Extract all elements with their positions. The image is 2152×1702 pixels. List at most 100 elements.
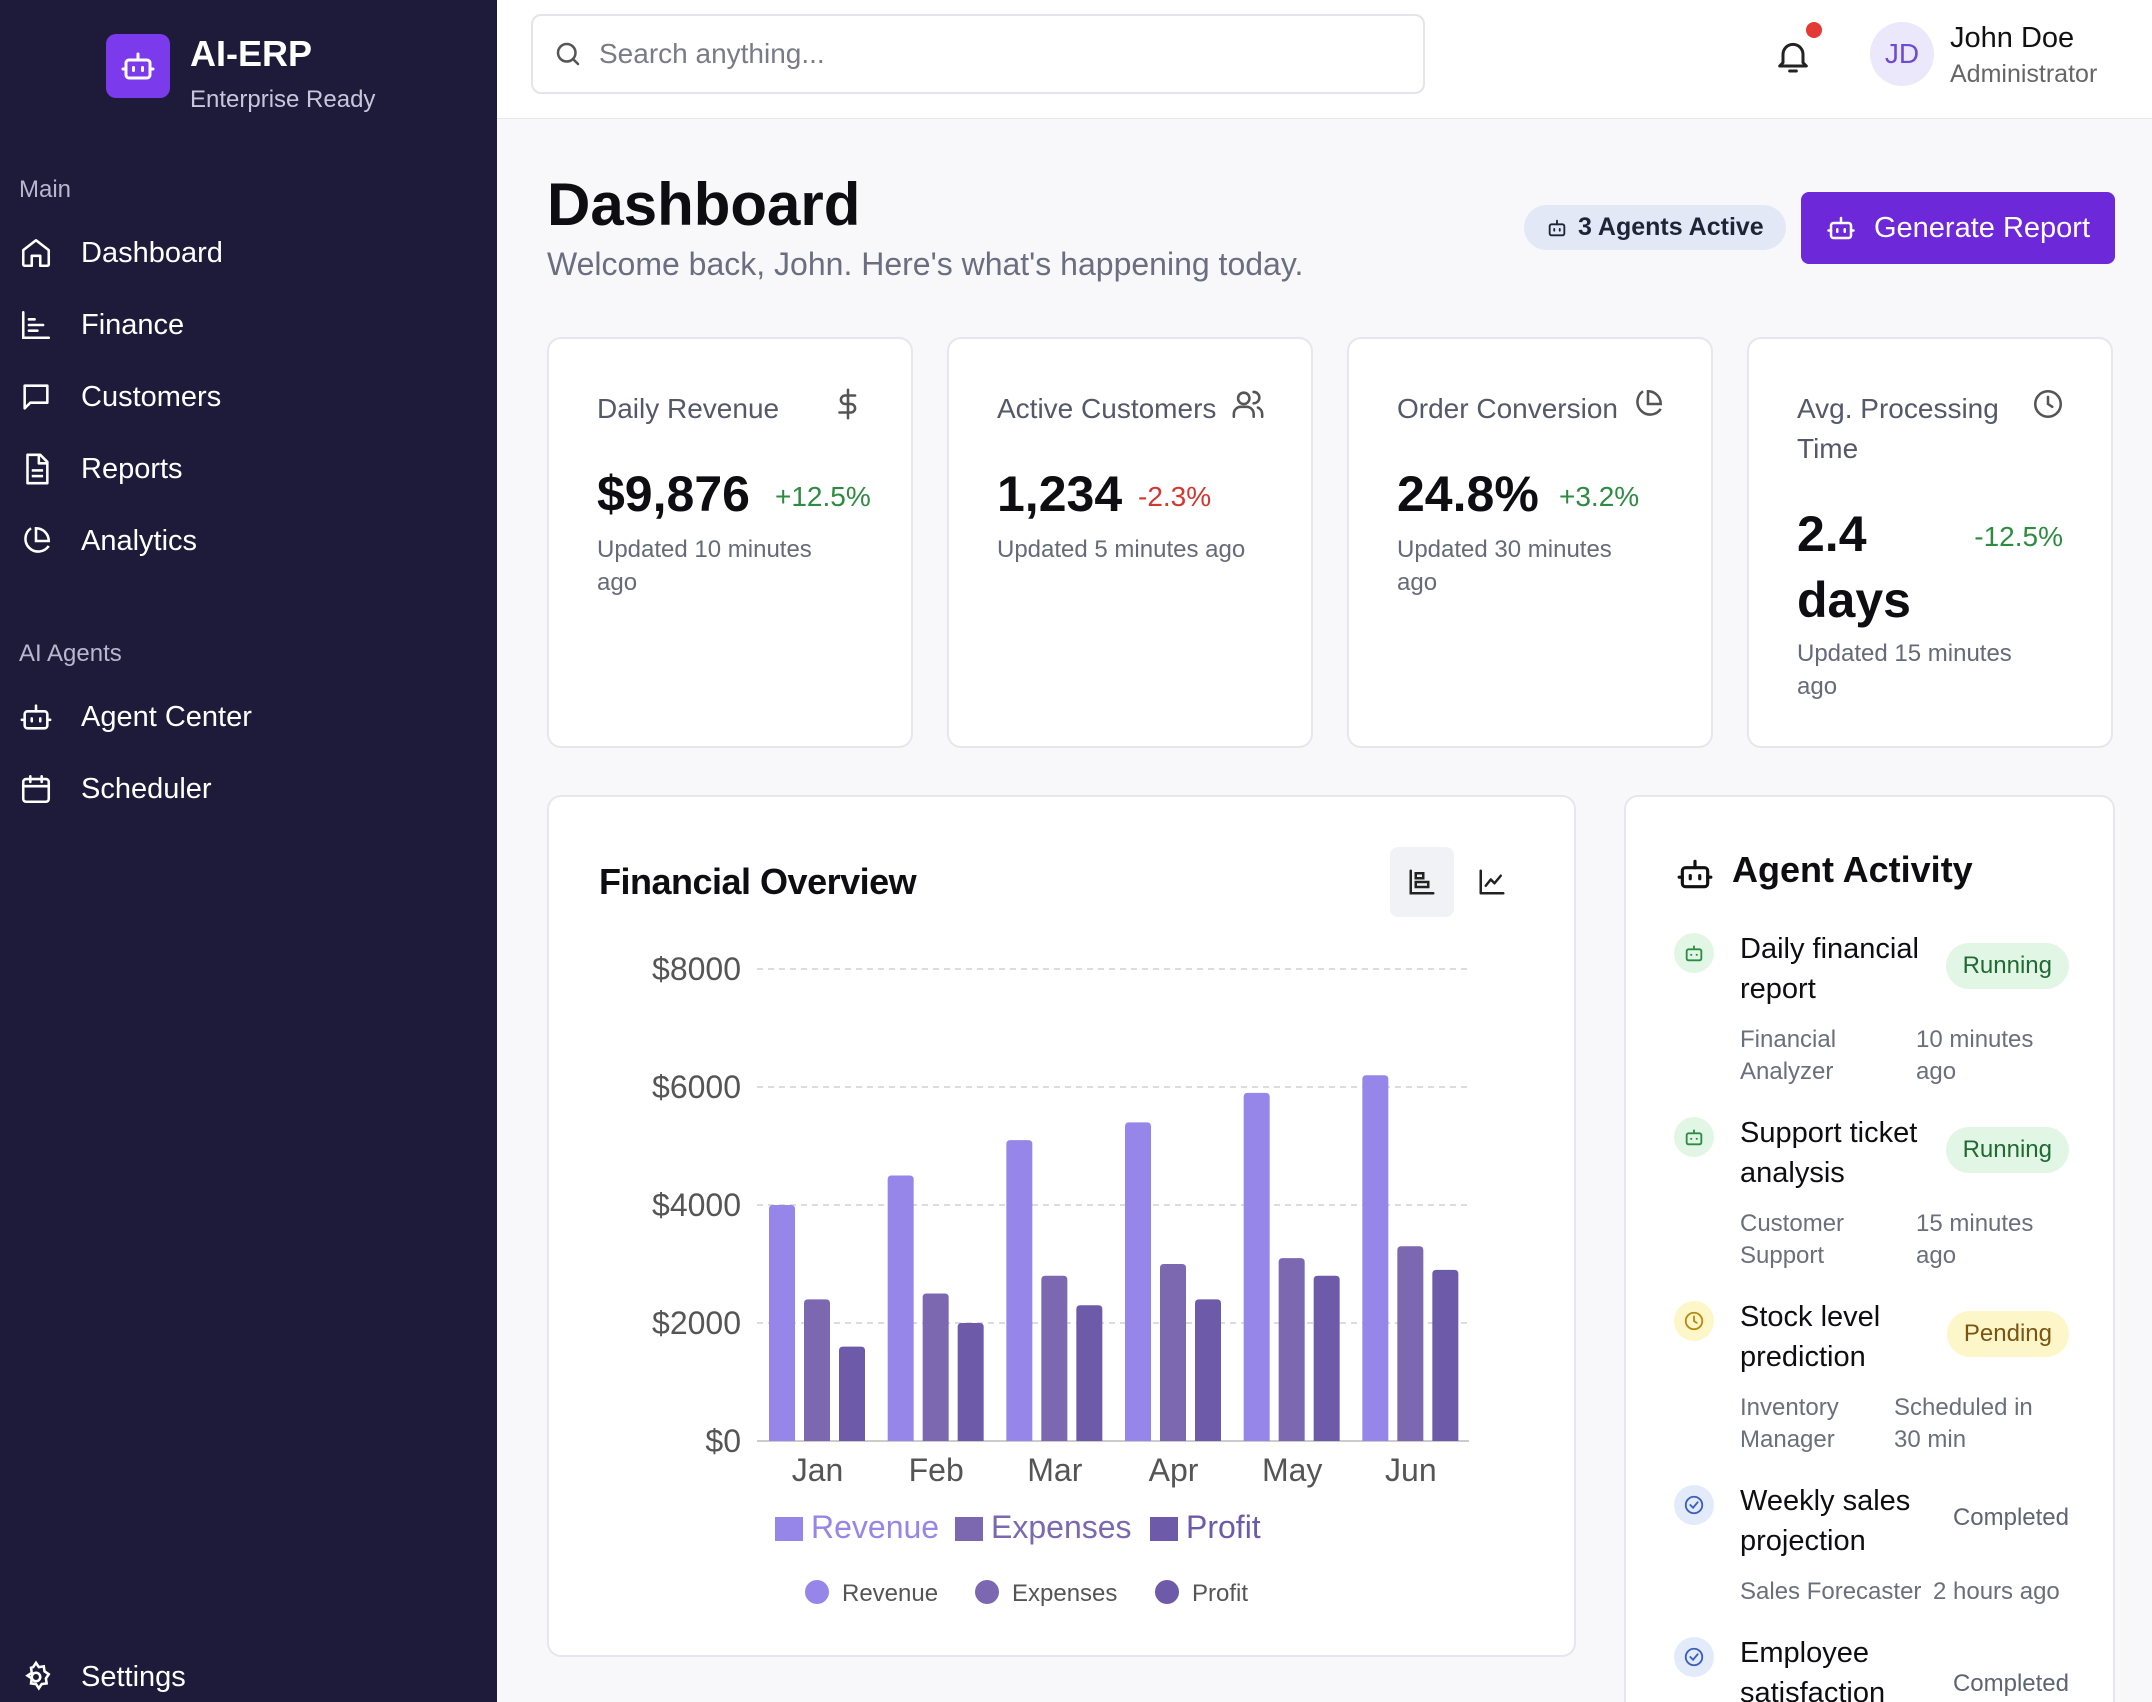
sidebar-item-agent-center[interactable]: Agent Center [19,700,252,734]
avatar[interactable]: JD [1870,22,1934,86]
bar-revenue [769,1205,795,1441]
document-icon [26,453,49,485]
status-badge: Completed [1952,1504,2069,1531]
bar-expenses [804,1299,830,1441]
kpi-updated: ago [1797,673,1838,700]
bar-expenses [1160,1264,1186,1441]
kpi-updated: ago [597,569,638,596]
generate-report-button[interactable]: Generate Report [1801,192,2115,264]
x-tick-label: Jun [1385,1452,1437,1488]
pie-chart-icon [1636,389,1663,416]
sidebar: AI-ERP Enterprise Ready Main Dashboard F… [0,0,497,1702]
legend-swatch [955,1517,983,1541]
sidebar-item-analytics[interactable]: Analytics [19,524,197,558]
y-tick-label: $2000 [652,1305,741,1341]
agents-active-badge: 3 Agents Active [1524,205,1786,250]
user-role: Administrator [1950,60,2098,88]
activity-time: 2 hours ago [1933,1578,2060,1605]
bar-revenue [1125,1122,1151,1441]
legend-dot [1155,1580,1179,1604]
bell-icon[interactable] [1773,36,1813,76]
robot-icon [1677,859,1713,889]
bar-expenses [1278,1258,1305,1441]
bar-expenses [1041,1275,1068,1441]
page-title: Dashboard [547,171,861,238]
legend-swatch [1150,1517,1178,1541]
check-circle-icon [1674,1485,1714,1525]
bar-profit [839,1346,865,1441]
bar-chart-icon [1409,869,1435,895]
sidebar-item-label: Customers [81,380,222,413]
robot-icon [1674,1117,1714,1157]
legend-label: Expenses [991,1509,1132,1545]
clock-icon [1674,1301,1714,1341]
activity-title: Stock level prediction [1740,1301,1881,1373]
sidebar-item-finance[interactable]: Finance [19,308,184,342]
robot-logo-icon [106,34,170,98]
brand-title: AI-ERP [190,33,313,74]
activity-agent: Customer Support [1740,1210,1845,1269]
status-badge: Running [1945,1127,2069,1173]
bar-profit [957,1323,984,1441]
bar-profit [1432,1269,1459,1441]
kpi-label: Daily Revenue [597,393,780,424]
kpi-change: -2.3% [1138,481,1212,512]
sidebar-item-label: Scheduler [81,772,212,805]
sidebar-item-settings[interactable]: Settings [19,1660,186,1694]
kpi-updated: ago [1397,569,1438,596]
nav-section-ai-agents: AI Agents [19,640,122,667]
user-name[interactable]: John Doe [1950,22,2075,54]
kpi-value: 24.8% [1397,466,1539,522]
kpi-card-order-conversion: Order Conversion 24.8% +3.2% Updated 30 … [1347,337,1713,748]
kpi-card-avg-processing-time: Avg. Processing Time 2.4 days -12.5% Upd… [1747,337,2113,748]
kpi-change: +3.2% [1559,481,1640,512]
kpi-label: Order Conversion [1397,393,1618,424]
legend-label: Revenue [811,1509,939,1545]
pie-chart-icon [24,526,51,553]
kpi-updated: Updated 30 minutes [1397,536,1612,563]
y-tick-label: $8000 [652,951,741,987]
search-box[interactable] [531,14,1425,94]
sidebar-item-label: Finance [81,308,185,341]
legend-label: Revenue [842,1580,938,1607]
bar-expenses [1397,1246,1424,1441]
kpi-value: $9,876 [597,466,750,522]
chart-title: Financial Overview [599,861,917,902]
activity-time: 10 minutes ago [1916,1026,2034,1085]
bar-profit [1076,1305,1103,1441]
sidebar-item-dashboard[interactable]: Dashboard [19,236,223,270]
message-icon [23,384,49,410]
check-circle-icon [1674,1637,1714,1677]
sidebar-item-scheduler[interactable]: Scheduler [19,772,212,806]
x-tick-label: Feb [909,1452,964,1488]
brand[interactable]: AI-ERP Enterprise Ready [106,34,375,114]
bar-profit [1195,1299,1221,1441]
y-tick-label: $0 [705,1423,741,1459]
kpi-label: Time [1797,433,1859,464]
robot-icon [1827,216,1855,240]
sidebar-item-reports[interactable]: Reports [19,452,183,486]
gear-icon [25,1660,51,1691]
x-tick-label: May [1262,1452,1322,1488]
nav-section-main: Main [19,176,72,203]
bar-chart-toggle-button[interactable] [1390,847,1454,917]
bar-chart-icon [21,310,51,340]
brand-subtitle: Enterprise Ready [190,86,376,113]
sidebar-item-label: Dashboard [81,236,223,269]
calendar-icon [21,774,51,804]
sidebar-item-customers[interactable]: Customers [19,380,221,414]
activity-time: Scheduled in 30 min [1894,1394,2033,1453]
bar-expenses [922,1293,949,1441]
kpi-value: 2.4 [1797,506,1867,562]
page-subtitle: Welcome back, John. Here's what's happen… [547,246,1304,282]
kpi-change: -12.5% [1974,521,2063,552]
legend-label: Expenses [1012,1580,1117,1607]
agent-activity-title: Agent Activity [1732,849,1973,890]
line-chart-toggle-button[interactable] [1460,847,1524,917]
status-badge: Completed [1952,1670,2069,1697]
legend-dot [805,1580,829,1604]
robot-icon [1548,219,1566,236]
legend-label: Profit [1186,1509,1261,1545]
search-input[interactable] [599,38,1399,70]
y-tick-label: $6000 [652,1069,741,1105]
